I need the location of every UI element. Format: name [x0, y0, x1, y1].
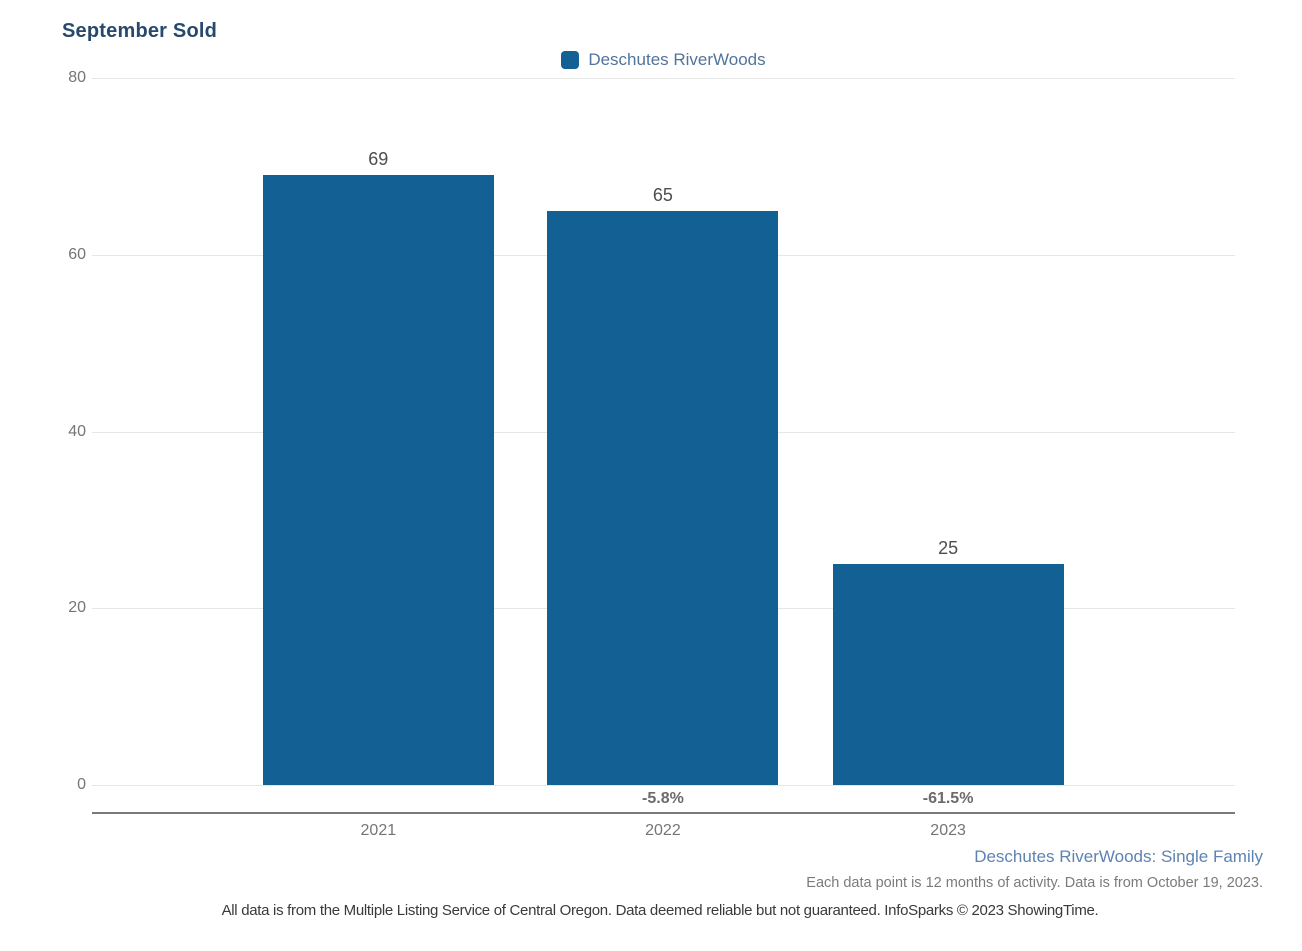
legend-swatch-icon: [561, 51, 580, 69]
bar-2023[interactable]: [832, 564, 1064, 785]
legend-item-deschutes-riverwoods[interactable]: Deschutes RiverWoods: [561, 50, 766, 70]
footer-series-link[interactable]: Deschutes RiverWoods: Single Family: [974, 847, 1263, 866]
x-axis-tick-2021: 2021: [360, 822, 397, 839]
bar-value-2021: 69: [368, 149, 389, 170]
bar-2022[interactable]: [547, 210, 779, 785]
y-axis-tick-0: 0: [77, 776, 86, 793]
bar-2021[interactable]: [262, 175, 494, 785]
y-axis-tick-80: 80: [68, 69, 86, 86]
y-axis-tick-20: 20: [68, 599, 86, 617]
footer-disclaimer: All data is from the Multiple Listing Se…: [221, 902, 1099, 919]
x-axis-tick-2023: 2023: [930, 822, 966, 839]
pct-change-2023: -61.5%: [922, 790, 974, 807]
bar-chart-plot: 80 60 40 20 0 69 2021 65 -5.8% 2022 25 -61.5% 2023: [68, 69, 1235, 839]
legend: Deschutes RiverWoods: [92, 50, 1235, 70]
footer-data-note: Each data point is 12 months of activity…: [806, 875, 1263, 891]
pct-change-2022: -5.8%: [642, 790, 684, 807]
bar-value-2022: 65: [652, 184, 673, 205]
gridline-y-80: [92, 78, 1235, 79]
x-axis-tick-2022: 2022: [645, 822, 681, 839]
x-axis-line: [92, 812, 1235, 814]
bar-value-2023: 25: [938, 538, 959, 559]
y-axis-tick-40: 40: [68, 422, 86, 440]
chart-title: September Sold: [62, 20, 218, 42]
gridline-y-0: [92, 785, 1235, 786]
legend-label: Deschutes RiverWoods: [588, 50, 766, 69]
y-axis-tick-60: 60: [68, 245, 86, 263]
